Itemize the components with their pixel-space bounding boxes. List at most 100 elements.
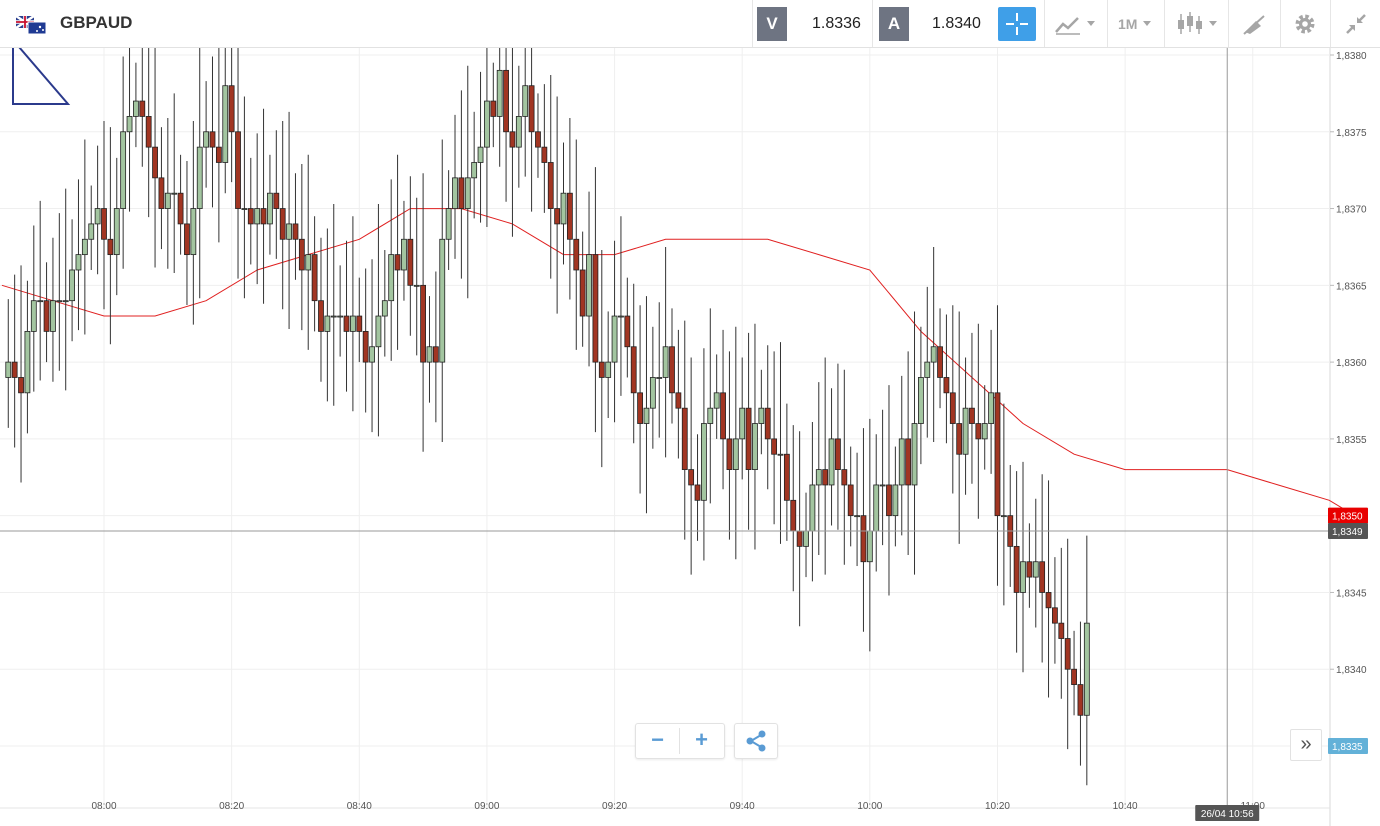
crosshair-button[interactable] <box>998 7 1036 41</box>
candle-bull <box>803 530 809 547</box>
candle-bull <box>56 300 63 303</box>
candle-bear <box>152 146 158 179</box>
collapse-icon[interactable] <box>1344 12 1368 36</box>
candle-bull <box>662 346 669 378</box>
candle-bear <box>43 300 50 332</box>
candle-bear <box>630 346 637 394</box>
candle-bear <box>554 208 561 225</box>
candle-bull <box>586 254 592 317</box>
candle-bear <box>209 131 216 148</box>
time-tick-label: 08:00 <box>91 801 116 812</box>
candlestick-icon[interactable] <box>1176 12 1222 36</box>
candle-bear <box>573 238 580 271</box>
candle-bull <box>777 453 784 456</box>
time-tick-label: 10:40 <box>1113 801 1138 812</box>
candle-bull <box>701 423 707 501</box>
candle-bear <box>566 192 573 240</box>
candle-bear <box>1026 561 1033 578</box>
buy-label[interactable]: A <box>879 7 909 41</box>
price-tick-label: 1,8375 <box>1336 128 1367 139</box>
draw-tools-icon[interactable] <box>1242 12 1266 36</box>
candle-bull <box>133 100 139 117</box>
candle-bear <box>356 315 363 332</box>
sell-label[interactable]: V <box>757 7 787 41</box>
candle-bear <box>943 377 950 394</box>
candle-bull <box>1000 515 1007 518</box>
price-axis: 1,8380 1,8375 1,8370 1,8365 1,8360 1,8355 1,83… <box>1328 51 1368 754</box>
candle-bear <box>592 254 599 363</box>
candle-bear <box>292 223 299 240</box>
price-chart[interactable]: 1,8380 1,8375 1,8370 1,8365 1,8360 1,8355 1,83… <box>0 48 1380 826</box>
price-tick-label: 1,8345 <box>1336 588 1367 599</box>
candle-bear <box>669 346 675 394</box>
candle-bear <box>745 407 752 470</box>
time-tick-label: 09:00 <box>474 801 499 812</box>
gear-icon[interactable] <box>1293 12 1317 36</box>
crosshair-icon <box>1006 13 1028 35</box>
zoom-out-button[interactable]: − <box>651 727 664 752</box>
candle-bear <box>145 116 152 148</box>
candle-bull <box>349 315 356 332</box>
candle-bear <box>528 85 535 133</box>
candle-bear <box>860 515 867 563</box>
candle-bull <box>815 469 822 486</box>
candle-bear <box>579 269 586 317</box>
candle-bull <box>752 423 758 470</box>
candle-bear <box>215 146 222 163</box>
candle-bull <box>981 423 988 440</box>
candle-bull <box>24 330 31 394</box>
candle-bear <box>107 238 114 256</box>
candle-bear <box>18 377 24 394</box>
candle-bull <box>126 116 133 133</box>
candle-bull <box>917 377 924 424</box>
chevron-down-icon[interactable] <box>1140 12 1156 36</box>
crosshair-time-box <box>1195 805 1260 821</box>
candle-bull <box>828 438 835 486</box>
candle-bull <box>241 208 248 210</box>
candle-bear <box>298 238 305 271</box>
candle-bear <box>1045 592 1052 609</box>
moving-average-line <box>1 208 1356 517</box>
candle-bull <box>496 69 503 117</box>
candle-bull <box>988 392 994 424</box>
candle-bear <box>490 100 497 117</box>
candle-bear <box>822 469 829 486</box>
candle-bull <box>656 377 663 379</box>
candle-bull <box>375 315 382 348</box>
candle-bull <box>88 223 95 240</box>
candle-bear <box>694 484 701 501</box>
toolbar-divider <box>872 0 873 47</box>
candle-bear <box>279 208 286 240</box>
scroll-to-latest-button[interactable]: » <box>1290 729 1322 761</box>
candle-bull <box>1083 622 1090 716</box>
candle-bull <box>484 100 490 148</box>
triangle-drawing[interactable] <box>12 48 71 105</box>
candle-bull <box>1020 561 1026 593</box>
candle-bull <box>439 238 446 363</box>
timeframe-select[interactable]: 1M <box>1118 16 1138 32</box>
crosshair-price-label: 1,8349 <box>1332 527 1363 538</box>
zoom-in-button[interactable]: + <box>695 727 708 752</box>
toolbar-divider <box>1228 0 1229 47</box>
ma-line <box>1 208 1356 517</box>
candle-bull <box>643 407 650 424</box>
candle-bear <box>688 469 695 486</box>
candle-bull <box>267 192 273 225</box>
candle-bull <box>930 346 937 363</box>
time-tick-label: 10:20 <box>985 801 1010 812</box>
buy-price[interactable]: 1.8340 <box>932 15 981 32</box>
price-tick-label: 1,8380 <box>1336 51 1367 62</box>
candle-bull <box>286 223 292 240</box>
flag-gb-au-icon <box>16 16 46 34</box>
share-button[interactable] <box>734 723 778 759</box>
candle-bull <box>471 162 478 179</box>
time-tick-label: 08:20 <box>219 801 244 812</box>
line-chart-icon[interactable] <box>1054 12 1100 36</box>
candle-bear <box>835 438 841 470</box>
candle-bull <box>254 208 261 225</box>
candle-bear <box>598 361 605 378</box>
candle-bull <box>866 530 873 563</box>
candle-bull <box>445 208 452 240</box>
candle-bear <box>637 392 643 424</box>
sell-price[interactable]: 1.8336 <box>812 15 861 32</box>
